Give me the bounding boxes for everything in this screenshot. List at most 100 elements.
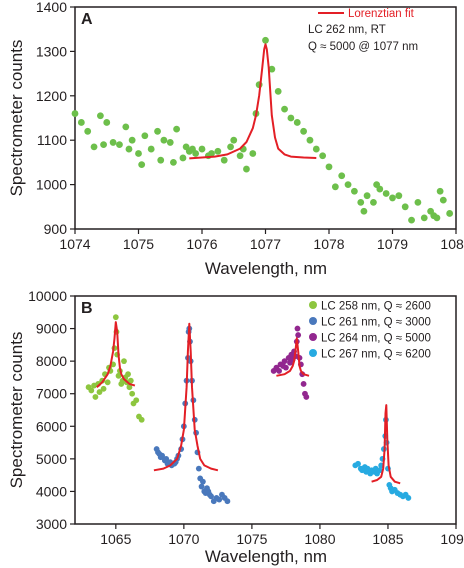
data-point — [376, 185, 384, 193]
data-point — [121, 358, 127, 365]
legend-label: LC 264 nm, Q ≈ 5000 — [321, 333, 431, 345]
y-tick-label: 1400 — [36, 0, 67, 15]
data-point — [135, 150, 142, 157]
y-tick-label: 1300 — [36, 43, 67, 59]
data-point — [103, 119, 111, 126]
x-axis-label-b: Wavelength, nm — [205, 547, 327, 566]
legend-label: LC 267 nm, Q ≈ 6200 — [321, 349, 431, 361]
data-point — [395, 192, 403, 200]
data-point — [389, 194, 396, 202]
data-point — [433, 214, 441, 222]
legend-b: LC 258 nm, Q ≈ 2600 LC 261 nm, Q ≈ 3000 LC… — [309, 301, 431, 361]
x-tick-label: 1080 — [304, 531, 335, 547]
x-tick-label: 1074 — [59, 236, 90, 252]
panel-letter-b: B — [81, 300, 93, 317]
data-point — [173, 125, 181, 133]
data-point — [408, 216, 415, 224]
data-point — [77, 119, 85, 126]
data-point — [147, 145, 155, 153]
data-point — [84, 127, 92, 135]
data-point — [166, 139, 174, 146]
x-tick-label: 1080 — [440, 236, 464, 252]
data-point — [283, 364, 289, 371]
data-point — [227, 143, 234, 151]
data-point — [414, 198, 422, 206]
data-point — [360, 207, 368, 215]
y-tick-label: 1000 — [36, 177, 67, 193]
data-point — [338, 172, 346, 180]
data-point — [439, 196, 447, 204]
x-tick-label: 1076 — [186, 236, 217, 252]
y-tick-label: 7000 — [36, 386, 67, 402]
y-tick-label: 3000 — [36, 516, 67, 532]
data-point — [195, 465, 202, 472]
legend-marker — [309, 333, 317, 341]
data-point — [159, 452, 165, 459]
data-point — [200, 478, 206, 485]
data-point — [141, 132, 149, 140]
y-tick-label: 10000 — [28, 288, 67, 304]
data-point — [138, 161, 146, 169]
data-point — [300, 381, 307, 387]
data-point — [126, 384, 133, 391]
x-tick-label: 1075 — [236, 531, 267, 547]
data-point — [281, 358, 288, 365]
legend-marker — [309, 301, 317, 309]
y-tick-label: 4000 — [36, 483, 67, 499]
data-point — [133, 397, 140, 404]
data-point — [306, 136, 314, 144]
data-point — [88, 387, 95, 394]
fit-curve — [276, 337, 310, 377]
data-point — [97, 112, 104, 120]
data-point — [192, 150, 200, 157]
data-point — [325, 163, 333, 171]
x-tick-label: 1077 — [250, 236, 281, 252]
legend-q-label: Q ≈ 5000 @ 1077 nm — [308, 41, 418, 53]
data-point — [344, 181, 352, 189]
data-point — [160, 136, 168, 144]
y-axis-b: 3000 4000 5000 6000 7000 8000 9000 10000 — [28, 288, 75, 532]
x-axis-a: 1074 1075 1076 1077 1078 1079 1080 — [59, 229, 464, 252]
x-axis-label-a: Wavelength, nm — [205, 259, 327, 278]
data-point — [115, 372, 122, 379]
data-point — [401, 203, 409, 211]
x-tick-label: 1079 — [377, 236, 408, 252]
data-point — [293, 119, 301, 126]
y-tick-label: 8000 — [36, 353, 67, 369]
fit-curve — [153, 322, 219, 472]
data-point — [370, 198, 377, 206]
x-tick-label: 1085 — [372, 531, 403, 547]
y-tick-label: 9000 — [36, 321, 67, 337]
data-point — [129, 390, 136, 397]
data-point — [127, 377, 134, 384]
data-point — [303, 394, 310, 400]
data-point — [90, 143, 98, 151]
y-axis-label-b: Spectrometer counts — [7, 332, 26, 489]
data-point — [236, 152, 244, 160]
data-point — [125, 371, 131, 378]
data-point — [138, 416, 145, 423]
panel-b: B 3000 4000 5000 6000 7000 8000 9000 10000 1065… — [7, 288, 464, 566]
data-point — [154, 127, 161, 135]
x-tick-label: 1090 — [440, 531, 464, 547]
legend-sample-label: LC 262 nm, RT — [308, 24, 386, 36]
data-point — [122, 123, 130, 131]
data-point — [214, 147, 222, 155]
data-point — [294, 325, 301, 332]
x-tick-label: 1065 — [100, 531, 131, 547]
data-point — [436, 187, 444, 195]
x-axis-b: 1065 1070 1075 1080 1085 1090 — [100, 524, 464, 547]
data-point — [179, 154, 187, 162]
data-point — [287, 114, 295, 122]
data-point — [319, 152, 327, 160]
data-point — [312, 145, 320, 153]
panel-letter-a: A — [81, 11, 93, 28]
legend-label: LC 258 nm, Q ≈ 2600 — [321, 301, 431, 313]
data-point — [405, 495, 412, 501]
data-point — [157, 156, 165, 164]
data-point — [198, 145, 206, 153]
data-point — [198, 483, 205, 490]
data-point — [446, 210, 454, 217]
